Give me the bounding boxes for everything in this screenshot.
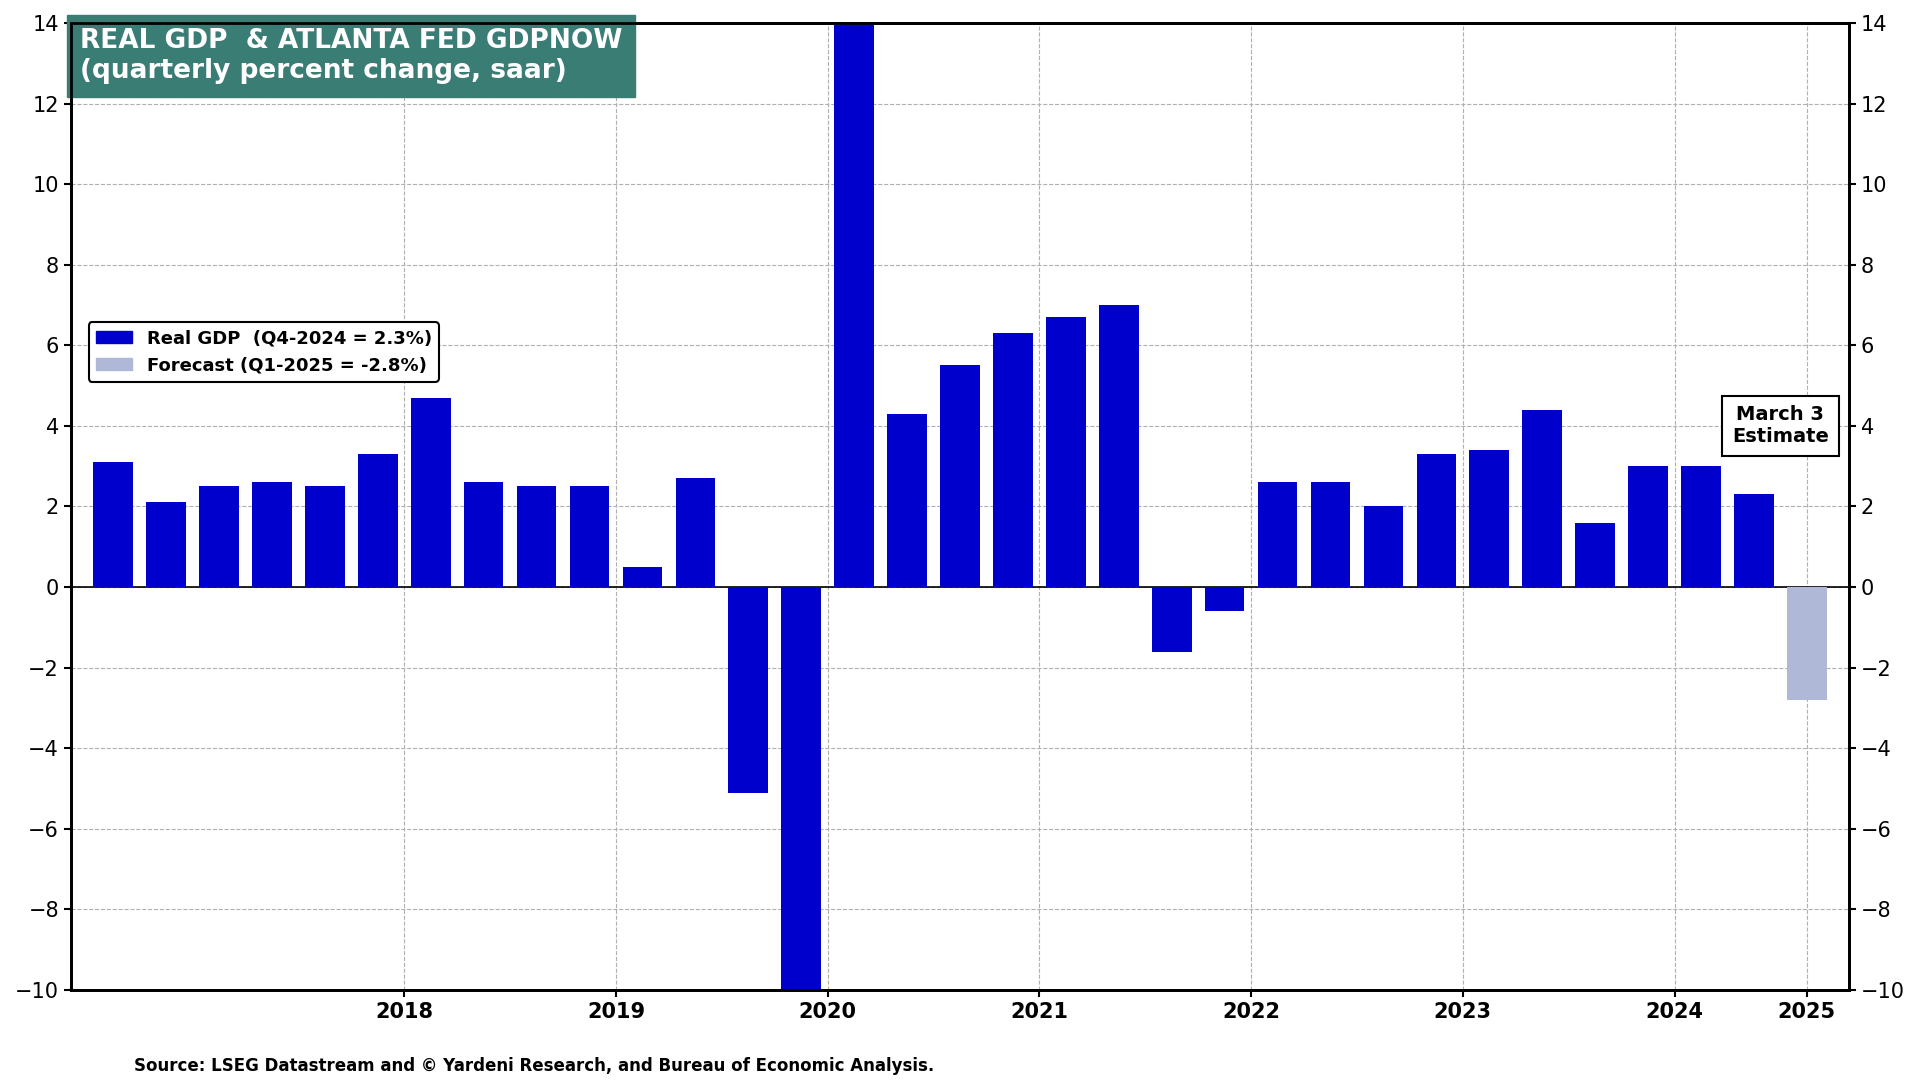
Bar: [622, 567, 662, 588]
Bar: [200, 486, 238, 588]
Bar: [1788, 588, 1826, 700]
Bar: [676, 478, 716, 588]
Bar: [1523, 409, 1563, 588]
Bar: [941, 365, 979, 588]
Bar: [1574, 523, 1615, 588]
Bar: [146, 502, 186, 588]
Bar: [835, 0, 874, 588]
Bar: [728, 588, 768, 793]
Bar: [1311, 483, 1350, 588]
Text: March 3
Estimate: March 3 Estimate: [1732, 405, 1830, 446]
Text: REAL GDP  & ATLANTA FED GDPNOW
(quarterly percent change, saar): REAL GDP & ATLANTA FED GDPNOW (quarterly…: [81, 28, 622, 84]
Bar: [465, 483, 503, 588]
Bar: [1204, 588, 1244, 611]
Bar: [305, 486, 346, 588]
Bar: [357, 454, 397, 588]
Bar: [1098, 305, 1139, 588]
Text: Source: LSEG Datastream and © Yardeni Research, and Bureau of Economic Analysis.: Source: LSEG Datastream and © Yardeni Re…: [134, 1056, 935, 1075]
Bar: [570, 486, 609, 588]
Bar: [1682, 467, 1720, 588]
Bar: [1734, 495, 1774, 588]
Bar: [887, 414, 927, 588]
Bar: [1046, 318, 1085, 588]
Bar: [1417, 454, 1455, 588]
Bar: [1628, 467, 1668, 588]
Bar: [1152, 588, 1192, 651]
Bar: [1469, 450, 1509, 588]
Bar: [781, 588, 822, 1080]
Bar: [411, 397, 451, 588]
Legend: Real GDP  (Q4-2024 = 2.3%), Forecast (Q1-2025 = -2.8%): Real GDP (Q4-2024 = 2.3%), Forecast (Q1-…: [88, 322, 440, 381]
Bar: [252, 483, 292, 588]
Bar: [993, 334, 1033, 588]
Bar: [516, 486, 557, 588]
Bar: [1258, 483, 1298, 588]
Bar: [1363, 507, 1404, 588]
Bar: [94, 462, 132, 588]
